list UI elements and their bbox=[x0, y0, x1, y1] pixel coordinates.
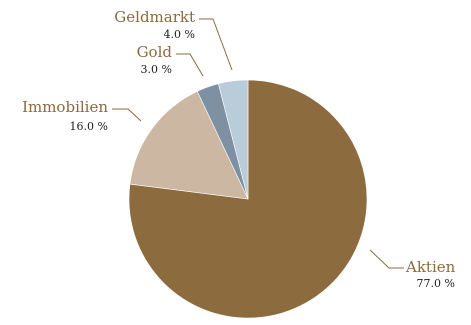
slice-value-immobilien: 16.0 % bbox=[70, 120, 108, 133]
leader-line-aktien bbox=[369, 249, 404, 269]
slice-value-geldmarkt: 4.0 % bbox=[164, 28, 195, 41]
slice-label-gold: Gold bbox=[137, 43, 173, 61]
slice-value-aktien: 77.0 % bbox=[417, 277, 455, 290]
pie-slice-geldmarkt bbox=[218, 79, 249, 200]
leader-line-immobilien bbox=[112, 108, 142, 122]
slice-label-geldmarkt: Geldmarkt bbox=[114, 8, 195, 26]
pie-slices bbox=[128, 79, 368, 319]
leader-line-geldmarkt bbox=[199, 18, 233, 71]
pie-slice-immobilien bbox=[129, 90, 249, 200]
slice-label-immobilien: Immobilien bbox=[22, 98, 108, 116]
slice-value-gold: 3.0 % bbox=[141, 63, 172, 76]
pie-leader-lines bbox=[112, 18, 404, 269]
leader-line-gold bbox=[176, 53, 204, 77]
slice-label-aktien: Aktien bbox=[405, 258, 456, 276]
